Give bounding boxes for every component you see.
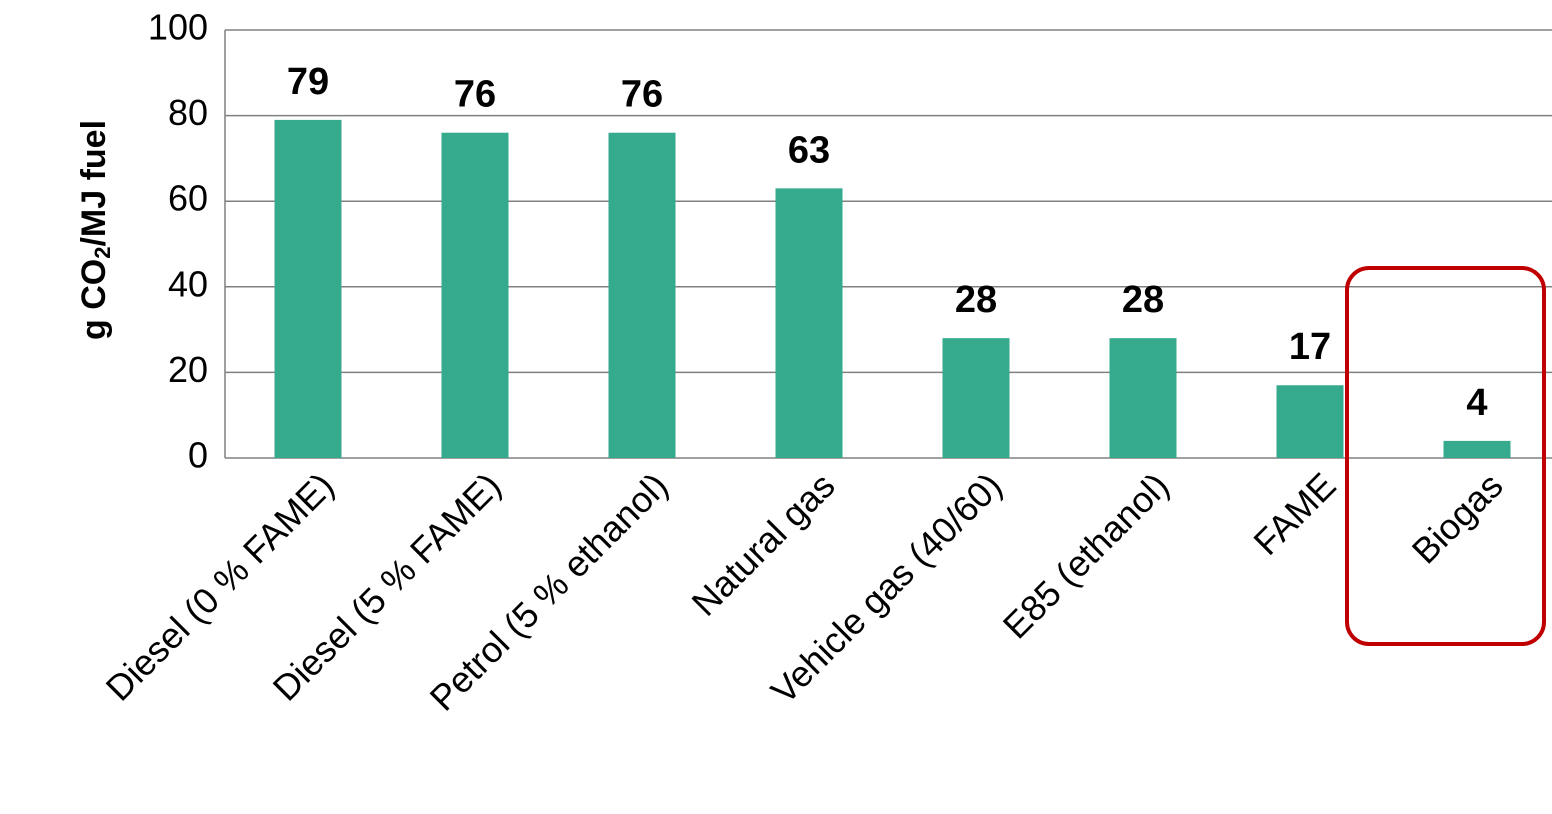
bar [441, 132, 509, 458]
bar [1109, 338, 1177, 458]
biogas-highlight-box [1345, 266, 1546, 646]
bar [1276, 385, 1344, 458]
y-axis-title: g CO2/MJ fuel [75, 120, 115, 340]
data-label: 79 [287, 61, 329, 103]
data-label: 28 [955, 279, 997, 321]
y-tick-label: 40 [168, 263, 208, 304]
category-label: E85 (ethanol) [995, 465, 1177, 647]
data-label: 76 [621, 74, 663, 116]
y-tick-label: 100 [148, 7, 208, 48]
bar [942, 338, 1010, 458]
bars [274, 119, 1511, 459]
category-label: Biogas [1404, 465, 1511, 572]
y-tick-label: 80 [168, 92, 208, 133]
data-label: 76 [454, 74, 496, 116]
data-label: 4 [1466, 382, 1487, 424]
y-axis-title-suffix: /MJ fuel [75, 120, 113, 247]
bar [608, 132, 676, 458]
data-label: 28 [1122, 279, 1164, 321]
data-labels: 79 76 76 63 28 28 17 4 [287, 61, 1488, 424]
bar [1443, 440, 1511, 458]
x-axis-category-labels: Diesel (0 % FAME)Diesel (5 % FAME)Petrol… [98, 465, 1511, 719]
category-label: FAME [1245, 465, 1343, 563]
y-tick-label: 0 [188, 435, 208, 476]
y-tick-label: 20 [168, 349, 208, 390]
y-tick-label: 60 [168, 178, 208, 219]
bar [775, 188, 843, 459]
data-label: 63 [788, 129, 830, 171]
y-axis-title-subscript: 2 [90, 247, 115, 259]
y-axis-tick-labels: 0 20 40 60 80 100 [148, 7, 208, 476]
gridlines [224, 29, 1552, 459]
y-axis-title-prefix: g CO [75, 259, 113, 340]
category-label: Natural gas [683, 465, 842, 624]
data-label: 17 [1289, 326, 1331, 368]
bar [274, 119, 342, 458]
